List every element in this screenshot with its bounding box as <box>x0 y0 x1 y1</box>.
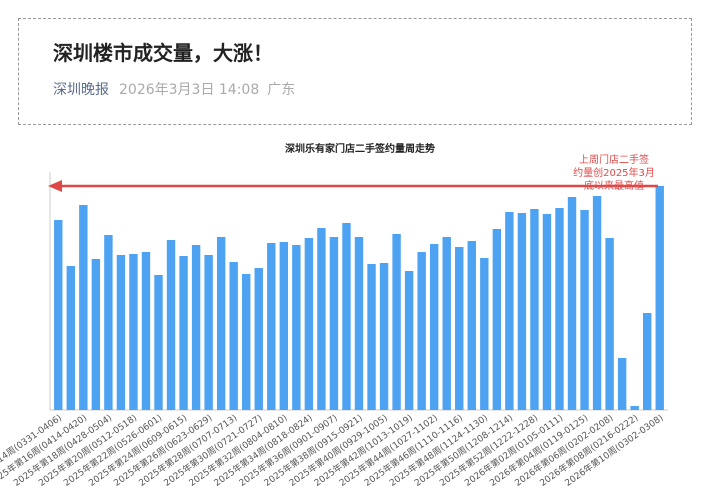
article-header: 深圳楼市成交量，大涨！ 深圳晚报 2026年3月3日 14:08 广东 <box>18 18 692 125</box>
bar <box>367 264 376 410</box>
bar <box>517 213 527 410</box>
bar <box>166 240 176 410</box>
annotation: 上周门店二手签 <box>579 153 649 166</box>
bar <box>329 237 339 410</box>
bar <box>580 210 589 410</box>
bar <box>304 238 314 410</box>
bar <box>129 254 138 410</box>
bar <box>567 197 577 410</box>
bar <box>555 208 564 410</box>
annotation: 约量创2025年3月 <box>573 166 655 179</box>
date: 2026年3月3日 14:08 <box>119 82 260 98</box>
bar <box>279 242 289 410</box>
bar <box>655 186 664 410</box>
bar <box>542 214 552 410</box>
bar <box>605 238 614 410</box>
bar <box>342 223 351 410</box>
bar <box>66 266 75 410</box>
chart: 深圳乐有家门店二手签约量周走势 2025年第14周(0331-0406)2025… <box>0 142 668 489</box>
bar <box>354 237 364 410</box>
bar <box>480 258 489 410</box>
bar <box>204 255 213 410</box>
bar <box>392 234 401 410</box>
region: 广东 <box>267 82 296 98</box>
bar <box>141 252 151 410</box>
bar <box>630 406 639 410</box>
bar <box>592 196 602 410</box>
bar <box>467 241 476 410</box>
bar <box>54 220 63 410</box>
bar <box>254 268 263 410</box>
bar <box>292 245 301 410</box>
bar <box>191 245 201 410</box>
headline: 深圳楼市成交量，大涨！ <box>53 41 273 65</box>
bar <box>104 235 113 410</box>
bar <box>79 205 88 410</box>
bar <box>317 228 326 410</box>
bar <box>492 229 502 410</box>
bar <box>455 247 464 410</box>
bar <box>429 244 439 410</box>
bar <box>91 259 101 410</box>
bar <box>643 313 652 410</box>
bar <box>442 237 451 410</box>
bar <box>179 256 188 410</box>
annotation: 底以来最高值 <box>584 179 644 192</box>
bar <box>242 274 251 410</box>
meta: 深圳晚报 2026年3月3日 14:08 广东 <box>53 79 295 99</box>
chart-title: 深圳乐有家门店二手签约量周走势 <box>285 142 435 155</box>
bar <box>154 275 163 410</box>
bar <box>379 263 389 410</box>
bar <box>417 252 426 410</box>
bar <box>617 358 627 410</box>
bar <box>530 209 539 410</box>
bar <box>267 243 276 410</box>
source[interactable]: 深圳晚报 <box>53 82 109 98</box>
bar <box>116 255 126 410</box>
bar <box>404 271 414 410</box>
bar <box>216 237 226 410</box>
bar <box>229 262 238 410</box>
arrow-head <box>48 180 62 192</box>
bar <box>505 212 514 410</box>
